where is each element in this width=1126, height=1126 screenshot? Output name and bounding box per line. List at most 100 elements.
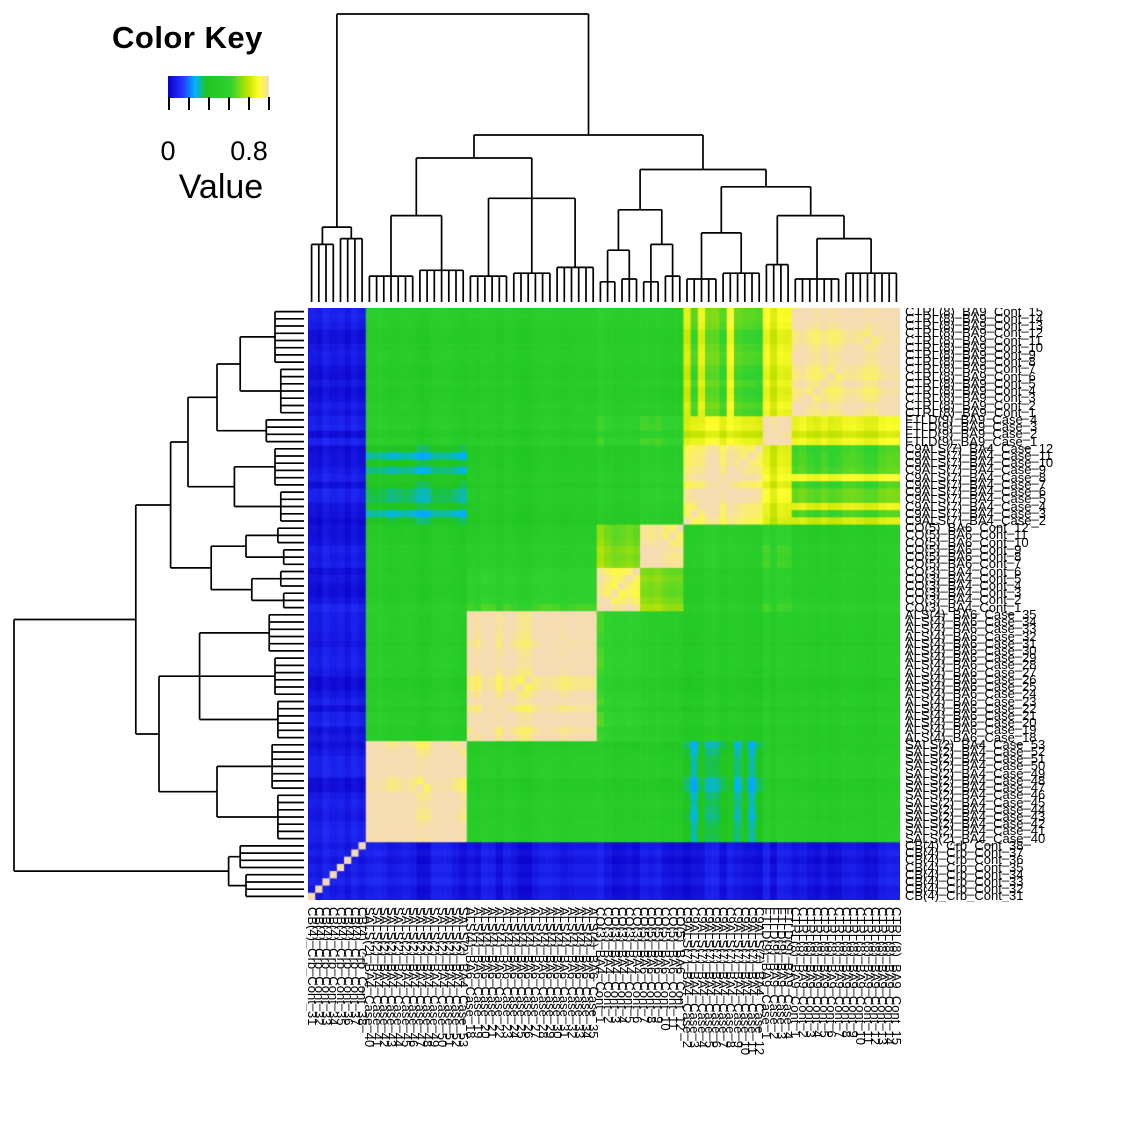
row-label: CO(5)_BA6_Cont_11 bbox=[905, 527, 1028, 543]
row-label: SALS(2)_BA4_Case_41 bbox=[905, 823, 1046, 839]
color-key-tick bbox=[208, 97, 210, 110]
row-label: ALS(4)_BA6_Case_30 bbox=[905, 642, 1037, 658]
row-label: CTRL(8)_BA9_Cont_4 bbox=[905, 383, 1036, 398]
row-label: C9ALS(7)_BA4_Case_6 bbox=[905, 484, 1046, 500]
row-label: CB(4)_Crb_Cont_33 bbox=[905, 874, 1024, 889]
row-label: ALS(4)_BA6_Case_19 bbox=[905, 722, 1037, 738]
row-label: C9ALS(7)_BA4_Case_8 bbox=[905, 469, 1046, 485]
color-key-tick-label-min: 0 bbox=[160, 136, 176, 166]
color-key-tick bbox=[228, 97, 230, 110]
color-key-tick-marks bbox=[168, 97, 271, 111]
row-label: C9ALS(7)_BA4_Case_9 bbox=[905, 462, 1046, 478]
row-label: SALS(2)_BA4_Case_50 bbox=[905, 758, 1046, 774]
color-key-tick bbox=[248, 97, 250, 110]
row-label: SALS(2)_BA4_Case_42 bbox=[905, 816, 1046, 832]
row-label: SALS(2)_BA4_Case_52 bbox=[905, 744, 1046, 759]
row-label: SALS(2)_BA4_Case_40 bbox=[905, 830, 1046, 846]
color-key-tick bbox=[268, 97, 270, 110]
row-label: CO(5)_BA6_Cont_10 bbox=[905, 534, 1029, 550]
row-label: ALS(4)_BA6_Case_32 bbox=[905, 628, 1037, 644]
row-label: SALS(2)_BA4_Case_44 bbox=[905, 801, 1046, 817]
row-label: C9ALS(7)_BA4_Case_4 bbox=[905, 498, 1046, 514]
row-label: SALS(2)_BA4_Case_49 bbox=[905, 765, 1046, 781]
row-label: CO(3)_BA4_Cont_5 bbox=[905, 570, 1022, 586]
row-label: SALS(2)_BA4_Case_45 bbox=[905, 794, 1046, 810]
row-label: C9ALS(7)_BA4_Case_10 bbox=[905, 455, 1054, 471]
heatmap-matrix bbox=[308, 308, 900, 900]
row-label: CTRL(8)_BA9_Cont_2 bbox=[905, 397, 1036, 413]
row-label: CB(4)_Crb_Cont_38 bbox=[905, 837, 1024, 853]
row-label: SALS(2)_BA4_Case_51 bbox=[905, 751, 1046, 767]
row-label: ALS(4)_BA6_Case_20 bbox=[905, 715, 1037, 731]
column-label: CTRL(8)_BA9_Cont_15 bbox=[889, 907, 905, 1046]
row-label: FTLD(9)_BA9_Case_2 bbox=[905, 426, 1038, 442]
row-label: SALS(2)_BA4_Case_46 bbox=[905, 787, 1046, 803]
row-label: CTRL(8)_BA9_Cont_12 bbox=[905, 325, 1044, 341]
row-label: FTLD(9)_BA9_Case_4 bbox=[905, 411, 1038, 427]
row-label: ALS(4)_BA6_Case_33 bbox=[905, 621, 1037, 637]
row-labels: CTRL(8)_BA9_Cont_15 CTRL(8)_BA9_Cont_14 CT… bbox=[903, 308, 1126, 902]
row-label: CTRL(8)_BA9_Cont_10 bbox=[905, 339, 1044, 355]
row-label: ALS(4)_BA6_Case_25 bbox=[905, 679, 1037, 694]
row-label: CB(4)_Crb_Cont_31 bbox=[905, 888, 1024, 902]
row-label: CO(3)_BA4_Cont_3 bbox=[905, 585, 1022, 601]
row-label: CB(4)_Crb_Cont_35 bbox=[905, 859, 1024, 875]
row-label: CB(4)_Crb_Cont_36 bbox=[905, 852, 1024, 868]
row-label: CTRL(8)_BA9_Cont_11 bbox=[905, 332, 1043, 348]
row-label: CTRL(8)_BA9_Cont_5 bbox=[905, 375, 1036, 391]
row-label: CTRL(8)_BA9_Cont_1 bbox=[905, 404, 1036, 420]
row-label: CTRL(8)_BA9_Cont_7 bbox=[905, 361, 1036, 377]
color-key-gradient-bar bbox=[168, 76, 269, 98]
column-dendrogram bbox=[310, 13, 898, 302]
row-label: ALS(4)_BA6_Case_26 bbox=[905, 671, 1037, 687]
row-label: CB(4)_Crb_Cont_37 bbox=[905, 845, 1024, 861]
row-label: CB(4)_Crb_Cont_32 bbox=[905, 881, 1024, 897]
row-label: SALS(2)_BA4_Case_43 bbox=[905, 809, 1046, 824]
row-label: CO(3)_BA4_Cont_4 bbox=[905, 578, 1022, 593]
color-key-tick bbox=[168, 97, 170, 110]
row-label: CTRL(8)_BA9_Cont_15 bbox=[905, 308, 1044, 319]
row-label: CTRL(8)_BA9_Cont_13 bbox=[905, 318, 1044, 333]
row-label: C9ALS(7)_BA4_Case_5 bbox=[905, 491, 1046, 507]
row-label: ALS(4)_BA6_Case_29 bbox=[905, 650, 1037, 666]
row-label: CO(3)_BA4_Cont_1 bbox=[905, 599, 1022, 615]
color-key-tick bbox=[188, 97, 190, 110]
color-key-axis-label: Value bbox=[178, 168, 264, 206]
row-label: ALS(4)_BA6_Case_34 bbox=[905, 614, 1037, 629]
row-label: FTLD(9)_BA9_Case_1 bbox=[905, 433, 1038, 449]
row-label: C9ALS(7)_BA4_Case_11 bbox=[905, 448, 1053, 463]
row-label: CTRL(8)_BA9_Cont_8 bbox=[905, 354, 1036, 370]
row-label: C9ALS(7)_BA4_Case_3 bbox=[905, 505, 1046, 521]
color-key-title: Color Key bbox=[112, 20, 263, 55]
row-label: CO(3)_BA4_Cont_6 bbox=[905, 563, 1022, 579]
row-label: ALS(4)_BA6_Case_22 bbox=[905, 700, 1037, 716]
row-label: CTRL(8)_BA9_Cont_3 bbox=[905, 390, 1036, 406]
row-dendrogram bbox=[13, 310, 304, 898]
row-label: CO(3)_BA4_Cont_2 bbox=[905, 592, 1022, 608]
row-label: CTRL(8)_BA9_Cont_14 bbox=[905, 310, 1044, 326]
row-label: C9ALS(7)_BA4_Case_12 bbox=[905, 440, 1054, 456]
color-key-tick-label-max: 0.8 bbox=[230, 136, 268, 166]
row-label: CO(5)_BA6_Cont_9 bbox=[905, 541, 1022, 557]
row-label: CB(4)_Crb_Cont_34 bbox=[905, 866, 1024, 882]
row-label: ALS(4)_BA6_Case_23 bbox=[905, 693, 1037, 709]
row-label: CTRL(8)_BA9_Cont_9 bbox=[905, 346, 1036, 362]
row-label: FTLD(9)_BA9_Case_3 bbox=[905, 419, 1038, 435]
row-label: SALS(2)_BA4_Case_47 bbox=[905, 780, 1046, 796]
row-label: CO(5)_BA6_Cont_7 bbox=[905, 556, 1022, 572]
row-label: C9ALS(7)_BA4_Case_2 bbox=[905, 513, 1046, 528]
row-label: SALS(2)_BA4_Case_53 bbox=[905, 736, 1046, 752]
column-labels: CB(4)_Crb_Cont_31 CB(4)_Crb_Cont_32 CB(4)_… bbox=[306, 903, 906, 1126]
row-label: ALS(4)_BA6_Case_21 bbox=[905, 707, 1037, 723]
row-label: ALS(4)_BA6_Case_24 bbox=[905, 686, 1037, 702]
row-label: C9ALS(7)_BA4_Case_7 bbox=[905, 476, 1046, 492]
row-label: ALS(4)_BA6_Case_28 bbox=[905, 657, 1037, 673]
row-label: CTRL(8)_BA9_Cont_6 bbox=[905, 368, 1036, 384]
row-label: ALS(4)_BA6_Case_27 bbox=[905, 664, 1037, 680]
row-label: ALS(4)_BA6_Case_31 bbox=[905, 635, 1037, 651]
row-label: SALS(2)_BA4_Case_48 bbox=[905, 772, 1046, 788]
row-label: CO(5)_BA6_Cont_8 bbox=[905, 549, 1022, 565]
row-label: ALS(4)_BA6_Case_35 bbox=[905, 606, 1037, 622]
row-label: CO(5)_BA6_Cont_12 bbox=[905, 520, 1029, 536]
